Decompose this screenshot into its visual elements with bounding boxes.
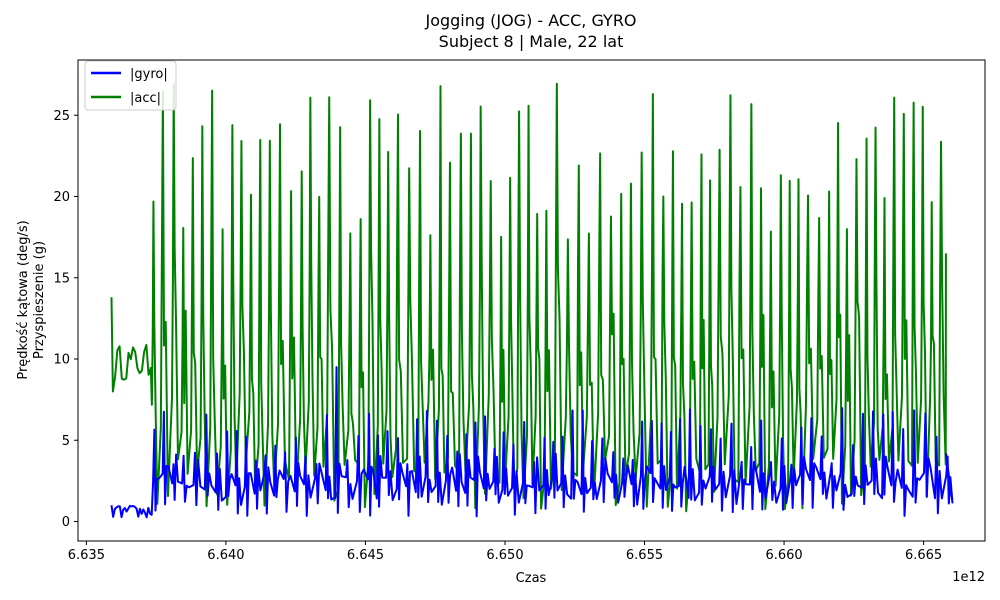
x-axis-label: Czas bbox=[516, 571, 547, 586]
x-tick-label: 6.645 bbox=[347, 548, 384, 563]
y-tick-label: 0 bbox=[62, 515, 70, 530]
x-tick-label: 6.640 bbox=[207, 548, 244, 563]
x-tick-label: 6.635 bbox=[68, 548, 105, 563]
axes-frame bbox=[77, 59, 986, 542]
y-tick-label: 15 bbox=[53, 271, 70, 286]
legend-label-acc: |acc| bbox=[130, 91, 161, 106]
x-tick-label: 6.665 bbox=[905, 548, 942, 563]
y-axis-label-2: Przyspieszenie (g) bbox=[32, 241, 47, 359]
chart-subtitle: Subject 8 | Male, 22 lat bbox=[439, 32, 624, 51]
legend-label-gyro: |gyro| bbox=[130, 67, 168, 82]
y-tick-label: 20 bbox=[53, 190, 70, 205]
legend: |gyro| |acc| bbox=[84, 60, 177, 111]
y-tick-label: 5 bbox=[62, 434, 70, 449]
y-axis-label: Prędkość kątowa (deg/s) bbox=[16, 220, 31, 379]
y-tick-label: 10 bbox=[53, 353, 70, 368]
plot-area bbox=[77, 59, 986, 542]
series-line-gyro bbox=[110, 366, 954, 519]
x-axis-offset: 1e12 bbox=[952, 570, 985, 585]
x-tick-label: 6.650 bbox=[486, 548, 523, 563]
y-tick-label: 25 bbox=[53, 109, 70, 124]
chart-title: Jogging (JOG) - ACC, GYRO bbox=[424, 11, 636, 30]
x-tick-label: 6.655 bbox=[626, 548, 663, 563]
x-tick-label: 6.660 bbox=[765, 548, 802, 563]
